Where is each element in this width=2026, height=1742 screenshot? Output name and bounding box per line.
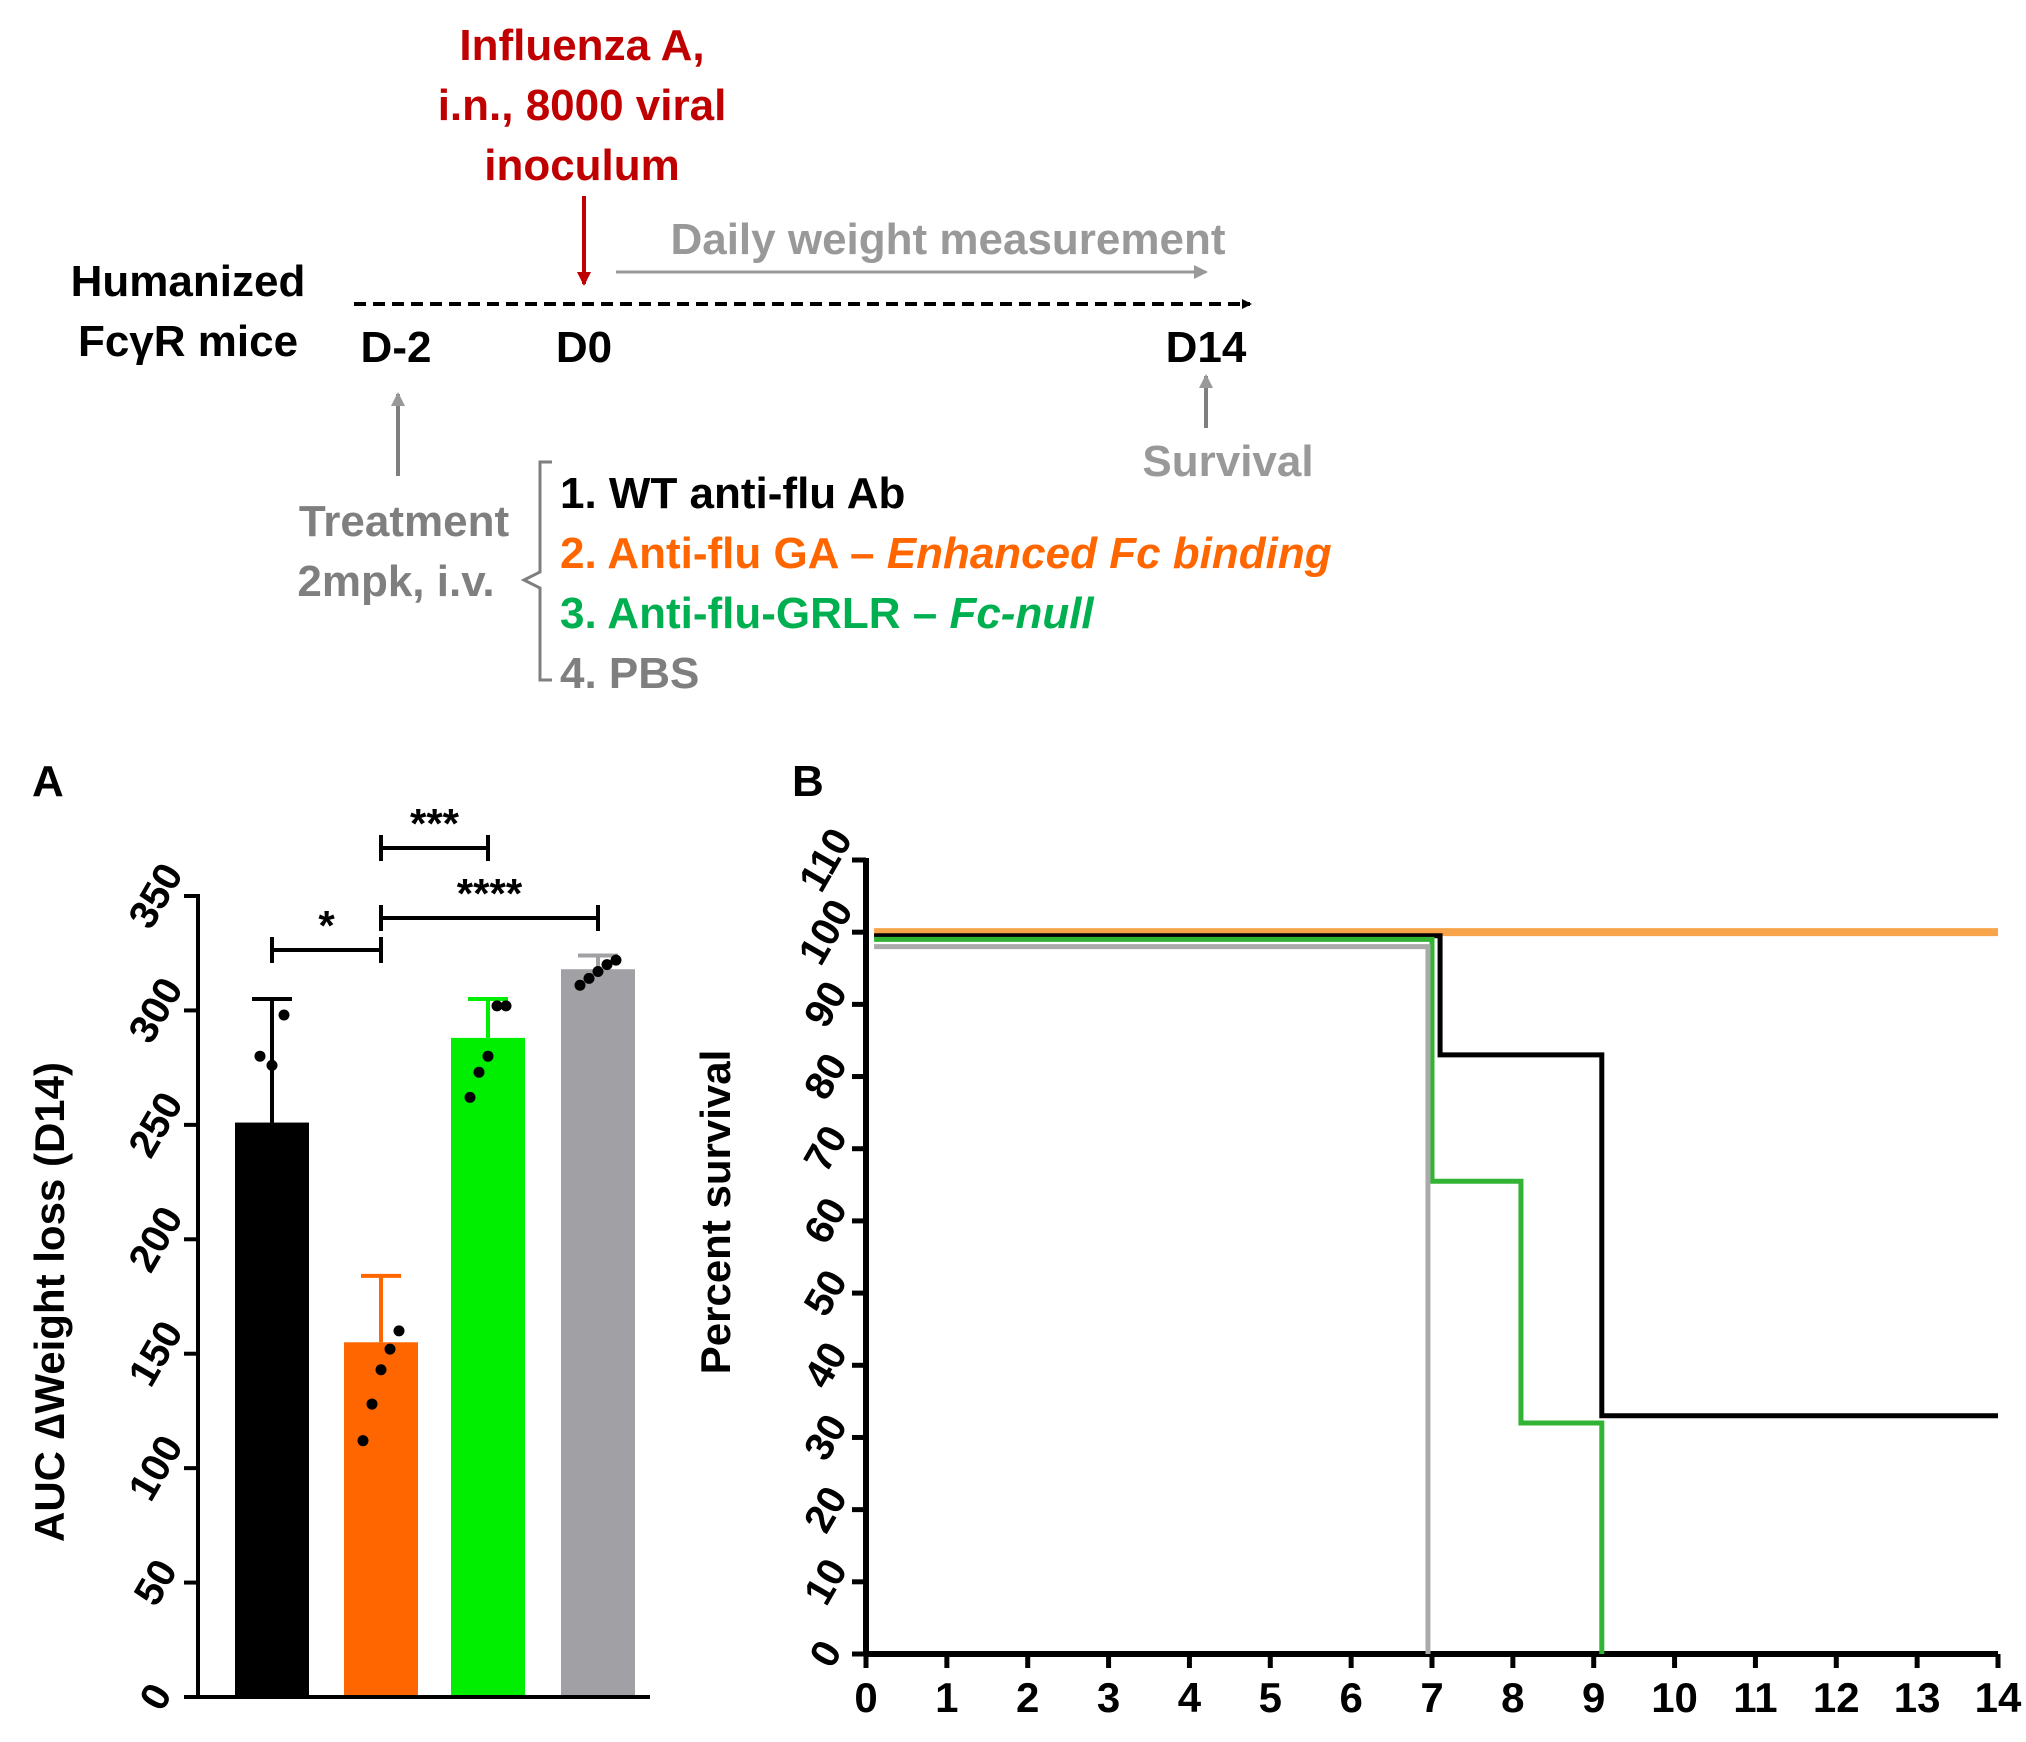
survival-series-2 (874, 933, 1998, 1419)
daily-weight-label: Daily weight measurement (670, 215, 1225, 264)
group-3-label: 3. Anti-flu-GRLR – Fc-null (560, 589, 1094, 638)
survival-label: Survival (1142, 437, 1313, 486)
y-tick-label: 110 (791, 821, 861, 899)
y-tick-label: 40 (796, 1335, 856, 1396)
y-tick-label: 300 (120, 971, 191, 1051)
data-point (357, 1435, 369, 1447)
x-tick-label: 10 (1651, 1674, 1698, 1721)
y-tick-label: 50 (126, 1552, 186, 1613)
y-tick-label: 100 (790, 892, 861, 972)
x-tick-label: 9 (1582, 1674, 1605, 1721)
y-tick-label: 80 (796, 1046, 856, 1107)
significance-label: **** (457, 870, 523, 917)
x-tick-label: 1 (935, 1674, 958, 1721)
data-point (491, 1000, 503, 1012)
y-tick-label: 200 (120, 1199, 191, 1279)
data-point (366, 1398, 378, 1410)
virus-label-line2: i.n., 8000 viral (438, 81, 727, 130)
bar-1 (235, 1122, 309, 1697)
x-tick-label: 6 (1339, 1674, 1362, 1721)
x-tick-label: 0 (854, 1674, 877, 1721)
bar-4 (561, 969, 635, 1697)
x-tick-label: 3 (1097, 1674, 1120, 1721)
x-tick-label: 12 (1813, 1674, 1860, 1721)
day-label-d14: D14 (1166, 323, 1247, 372)
x-tick-label: 11 (1733, 1674, 1777, 1721)
data-point (500, 1000, 512, 1012)
data-point (482, 1050, 494, 1062)
y-tick-label: 0 (801, 1633, 850, 1674)
x-tick-label: 13 (1894, 1674, 1941, 1721)
data-point (473, 1066, 485, 1078)
y-axis-label: AUC ∆Weight loss (D14) (26, 1062, 73, 1542)
data-point (592, 966, 604, 978)
data-point (375, 1364, 387, 1376)
virus-label-line1: Influenza A, (459, 21, 704, 70)
group-4-label: 4. PBS (560, 649, 699, 698)
y-tick-label: 20 (796, 1479, 856, 1540)
y-tick-label: 60 (796, 1191, 856, 1252)
y-tick-label: 350 (120, 856, 191, 936)
y-tick-label: 50 (796, 1263, 856, 1324)
data-point (266, 1059, 278, 1071)
day-label-d-2: D-2 (361, 323, 432, 372)
timeline-schematic: Humanized FcγR mice Influenza A, i.n., 8… (71, 21, 1332, 698)
x-tick-label: 8 (1501, 1674, 1524, 1721)
y-tick-label: 30 (796, 1407, 856, 1468)
data-point (254, 1050, 266, 1062)
y-tick-label: 150 (120, 1314, 191, 1394)
data-point (278, 1009, 290, 1021)
data-point (601, 959, 613, 971)
y-tick-label: 250 (120, 1085, 191, 1165)
y-tick-label: 100 (120, 1428, 191, 1508)
x-tick-label: 14 (1975, 1674, 2022, 1721)
bar-3 (451, 1037, 525, 1697)
survival-series-4 (874, 944, 1431, 1654)
mice-label-line2: FcγR mice (78, 317, 298, 366)
x-tick-label: 5 (1259, 1674, 1282, 1721)
data-point (610, 954, 622, 966)
treatment-label-line2: 2mpk, i.v. (297, 557, 494, 606)
treatment-label-line1: Treatment (299, 497, 510, 546)
survival-series-3 (874, 936, 1605, 1654)
panel-a-bar-chart: 0 50 100 150 200 250 300 350 AUC ∆Weight loss (D… (26, 800, 650, 1718)
data-point (384, 1343, 396, 1355)
y-tick-label: 70 (796, 1118, 856, 1179)
data-point (583, 972, 595, 984)
x-tick-label: 4 (1178, 1674, 1202, 1721)
panel-b-letter: B (792, 757, 824, 806)
virus-label-line3: inoculum (484, 141, 680, 190)
data-point (574, 979, 586, 991)
mice-label-line1: Humanized (71, 257, 306, 306)
significance-label: * (318, 902, 335, 949)
y-axis-label: Percent survival (692, 1050, 739, 1375)
group-2-label: 2. Anti-flu GA – Enhanced Fc binding (560, 529, 1332, 578)
y-tick-label: 10 (796, 1552, 856, 1613)
panel-a-letter: A (32, 757, 64, 806)
day-label-d0: D0 (556, 323, 612, 372)
x-tick-label: 7 (1420, 1674, 1443, 1721)
significance-label: *** (410, 800, 460, 847)
group-1-label: 1. WT anti-flu Ab (560, 469, 905, 518)
data-point (464, 1091, 476, 1103)
x-tick-label: 2 (1016, 1674, 1039, 1721)
bar-2 (344, 1342, 418, 1697)
group-brace (520, 460, 552, 682)
y-tick-label: 0 (131, 1676, 180, 1717)
data-point (393, 1325, 405, 1337)
y-tick-label: 90 (796, 974, 856, 1035)
